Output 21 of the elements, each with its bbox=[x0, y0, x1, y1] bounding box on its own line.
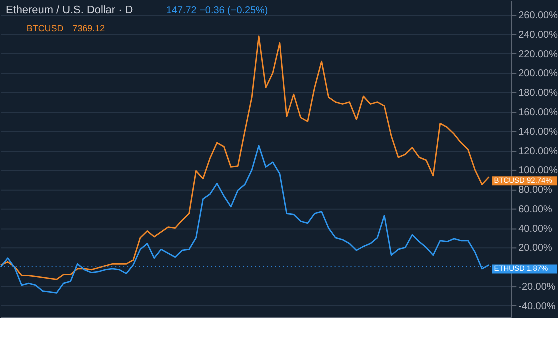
y-tick-label: 200.00% bbox=[518, 68, 558, 80]
y-tick-label: 160.00% bbox=[518, 107, 558, 118]
line-series bbox=[0, 36, 490, 280]
y-tick-label: 60.00% bbox=[518, 204, 553, 216]
y-tick-label: 260.00% bbox=[518, 10, 558, 22]
y-tick-label: 100.00% bbox=[518, 166, 558, 177]
y-tick-label: -20.00% bbox=[518, 282, 556, 293]
y-tick-label: 80.00% bbox=[518, 185, 553, 196]
chart-title: Ethereum / U.S. Dollar · D bbox=[6, 4, 134, 17]
y-tick-label: 120.00% bbox=[518, 146, 558, 158]
annotation: 7369.12 bbox=[72, 23, 106, 34]
y-tick-label: 20.00% bbox=[518, 243, 553, 254]
y-tick-label: -40.00% bbox=[518, 301, 556, 312]
y-tick-label: 240.00% bbox=[518, 30, 558, 41]
y-tick-label: 140.00% bbox=[518, 126, 558, 138]
line-series bbox=[0, 145, 490, 294]
text: BTCUSD bbox=[26, 23, 64, 34]
y-tick-label: 220.00% bbox=[518, 49, 558, 60]
y-tick-label: 40.00% bbox=[518, 224, 553, 235]
annotation: 147.72 −0.36 (−0.25%) bbox=[166, 6, 268, 17]
y-tick-label: 180.00% bbox=[518, 88, 558, 100]
